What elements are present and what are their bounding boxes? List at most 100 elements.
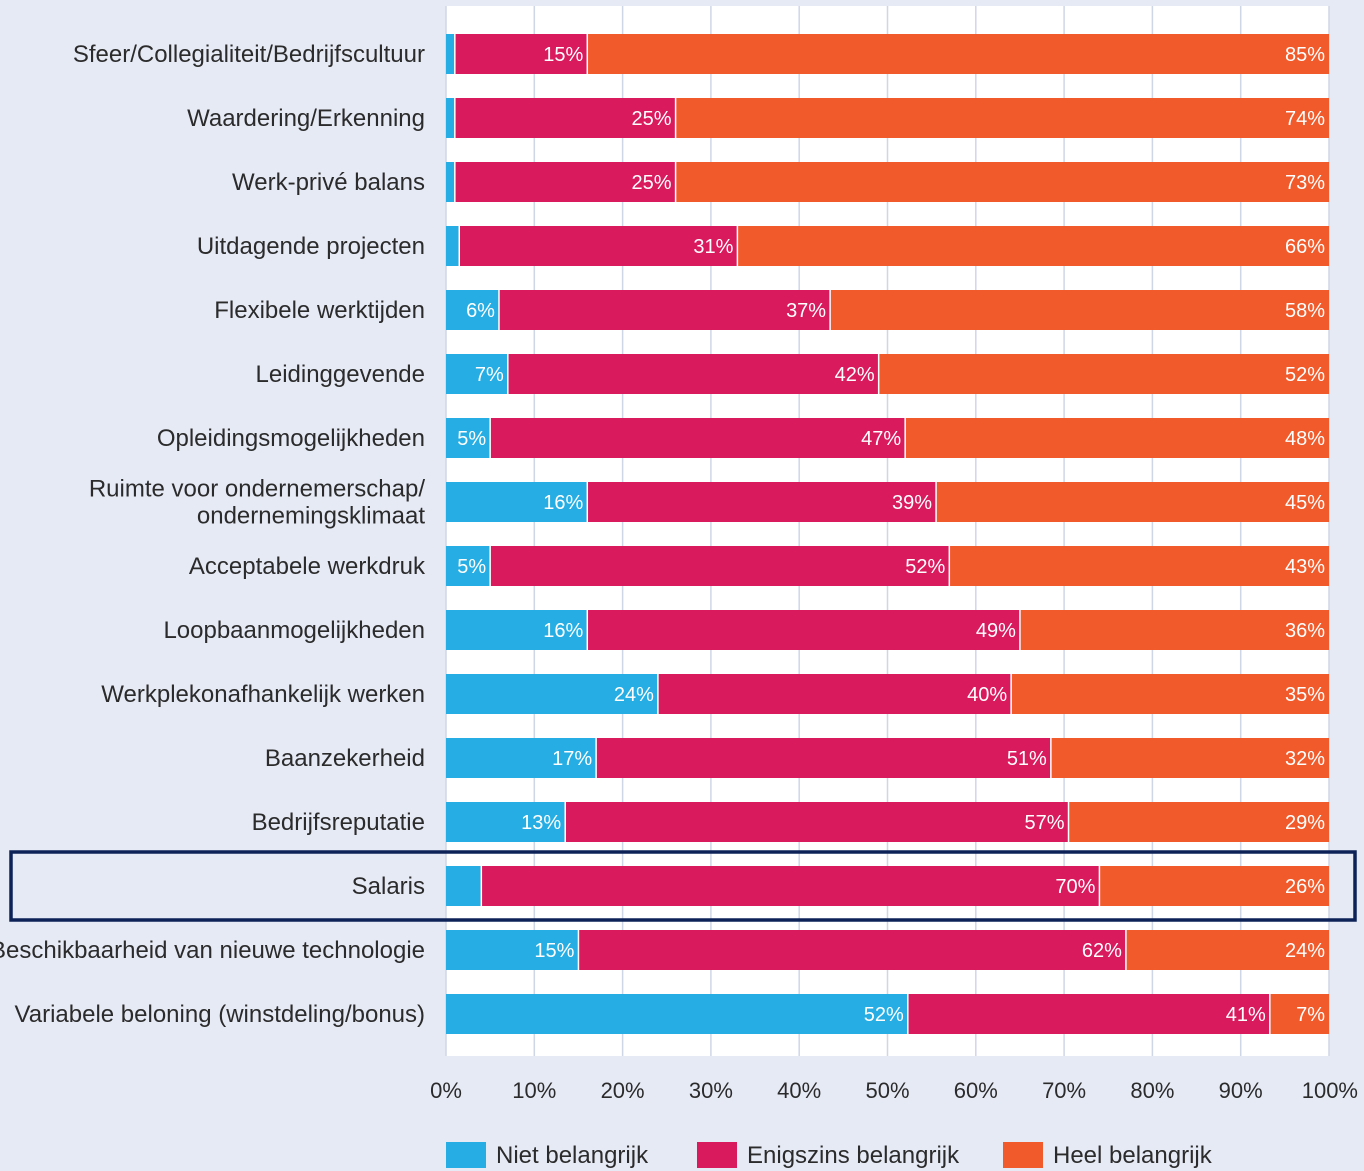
data-label: 25% xyxy=(632,172,672,194)
bar-segment xyxy=(446,418,491,458)
x-tick-label: 20% xyxy=(601,1078,645,1103)
bar-segment xyxy=(446,610,588,650)
data-label: 15% xyxy=(534,940,574,962)
data-label: 73% xyxy=(1285,172,1325,194)
data-label: 35% xyxy=(1285,684,1325,706)
category-label: ondernemingsklimaat xyxy=(197,503,425,530)
data-label: 52% xyxy=(1285,364,1325,386)
category-label: Werkplekonafhankelijk werken xyxy=(101,681,425,708)
x-tick-label: 0% xyxy=(430,1078,462,1103)
bar-segment xyxy=(446,546,491,586)
bar-segment xyxy=(905,418,1329,458)
x-tick-label: 100% xyxy=(1302,1078,1358,1103)
bar-segment xyxy=(446,866,482,906)
data-label: 49% xyxy=(976,620,1016,642)
bar-segment xyxy=(446,34,455,74)
category-label: Baanzekerheid xyxy=(265,745,425,772)
bar-segment xyxy=(596,738,1051,778)
data-label: 52% xyxy=(905,556,945,578)
bar-segment xyxy=(675,162,1329,202)
bar-segment xyxy=(498,290,831,330)
bar-segment xyxy=(675,98,1329,138)
bar-segment xyxy=(565,802,1069,842)
category-label: Waardering/Erkenning xyxy=(187,105,425,132)
data-label: 37% xyxy=(786,300,826,322)
data-label: 26% xyxy=(1285,876,1325,898)
bar-segment xyxy=(446,226,460,266)
bar-segment xyxy=(1068,802,1329,842)
bar-segment xyxy=(587,34,1329,74)
bar-segment xyxy=(1099,866,1329,906)
data-label: 29% xyxy=(1285,812,1325,834)
bar-segment xyxy=(587,482,937,522)
data-label: 25% xyxy=(632,108,672,130)
data-label: 24% xyxy=(614,684,654,706)
category-label: Beschikbaarheid van nieuwe technologie xyxy=(0,937,425,964)
bar-segment xyxy=(446,354,508,394)
data-label: 16% xyxy=(543,492,583,514)
data-label: 13% xyxy=(521,812,561,834)
legend-label: Heel belangrijk xyxy=(1053,1142,1213,1169)
category-label: Sfeer/Collegialiteit/Bedrijfscultuur xyxy=(73,41,425,68)
bar-segment xyxy=(907,994,1270,1034)
data-label: 17% xyxy=(552,748,592,770)
x-tick-label: 30% xyxy=(689,1078,733,1103)
bar-segment xyxy=(446,482,588,522)
bar-segment xyxy=(454,162,676,202)
bar-segment xyxy=(1011,674,1329,714)
data-label: 70% xyxy=(1055,876,1095,898)
category-label: Uitdagende projecten xyxy=(197,233,425,260)
data-label: 16% xyxy=(543,620,583,642)
data-label: 41% xyxy=(1226,1004,1266,1026)
data-label: 7% xyxy=(1296,1004,1325,1026)
category-label: Flexibele werktijden xyxy=(214,297,425,324)
category-label: Variabele beloning (winstdeling/bonus) xyxy=(15,1001,425,1028)
data-label: 42% xyxy=(835,364,875,386)
x-tick-label: 70% xyxy=(1042,1078,1086,1103)
highlight-box xyxy=(9,850,1357,922)
data-label: 5% xyxy=(457,428,486,450)
data-label: 24% xyxy=(1285,940,1325,962)
bar-segment xyxy=(459,226,738,266)
data-label: 58% xyxy=(1285,300,1325,322)
bar-segment xyxy=(1269,994,1329,1034)
legend-swatch xyxy=(1003,1142,1043,1168)
x-tick-label: 90% xyxy=(1219,1078,1263,1103)
bar-segment xyxy=(507,354,879,394)
data-label: 43% xyxy=(1285,556,1325,578)
data-label: 51% xyxy=(1007,748,1047,770)
data-label: 5% xyxy=(457,556,486,578)
bar-segment xyxy=(446,290,499,330)
category-label: Bedrijfsreputatie xyxy=(252,809,425,836)
category-label: Loopbaanmogelijkheden xyxy=(163,617,425,644)
bar-segment xyxy=(454,34,588,74)
legend-label: Niet belangrijk xyxy=(496,1142,649,1169)
bar-segment xyxy=(446,994,908,1034)
data-label: 36% xyxy=(1285,620,1325,642)
x-tick-label: 50% xyxy=(865,1078,909,1103)
bar-segment xyxy=(446,162,455,202)
bar-segment xyxy=(587,610,1020,650)
x-tick-label: 60% xyxy=(954,1078,998,1103)
data-label: 48% xyxy=(1285,428,1325,450)
bar-segment xyxy=(949,546,1329,586)
bar-segment xyxy=(446,930,579,970)
category-label: Ruimte voor ondernemerschap/ xyxy=(89,476,425,503)
x-tick-label: 80% xyxy=(1130,1078,1174,1103)
bar-segment xyxy=(1050,738,1329,778)
data-label: 39% xyxy=(892,492,932,514)
legend-swatch xyxy=(446,1142,486,1168)
bar-segment xyxy=(1019,610,1329,650)
bar-segment xyxy=(490,546,950,586)
bar-segment xyxy=(490,418,906,458)
bar-segment xyxy=(446,738,597,778)
data-label: 15% xyxy=(543,44,583,66)
bar-segment xyxy=(454,98,676,138)
x-tick-label: 10% xyxy=(512,1078,556,1103)
data-label: 57% xyxy=(1024,812,1064,834)
x-tick-label: 40% xyxy=(777,1078,821,1103)
legend-label: Enigszins belangrijk xyxy=(747,1142,960,1169)
bar-segment xyxy=(936,482,1329,522)
category-label: Salaris xyxy=(352,873,425,900)
data-label: 66% xyxy=(1285,236,1325,258)
